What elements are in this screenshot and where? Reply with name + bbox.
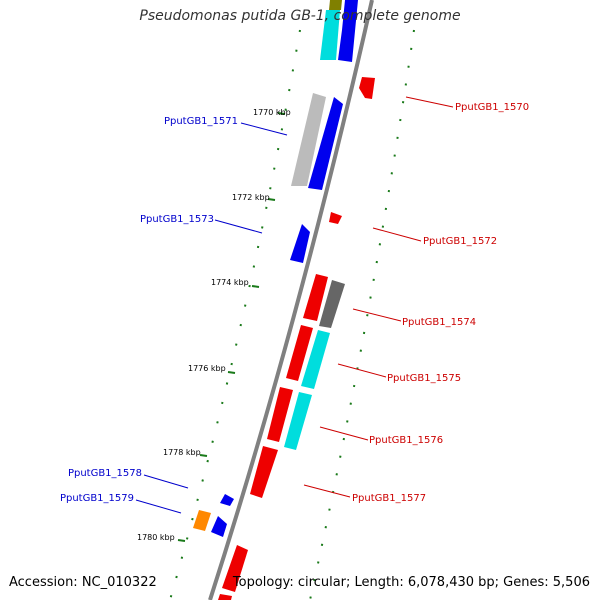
scale-tick-1770: [277, 112, 286, 115]
gene-label-pputgb1-1574[interactable]: PputGB1_1574: [402, 317, 476, 328]
feature-pputgb1-1574-red[interactable]: [303, 274, 328, 321]
feature-pputgb1-1571[interactable]: [308, 97, 343, 190]
feature-blue-1579b[interactable]: [211, 516, 227, 537]
feature-pputgb1-1576[interactable]: [284, 392, 312, 450]
scale-label-1778: 1778 kbp: [163, 448, 201, 457]
feature-pputgb1-1578[interactable]: [220, 494, 234, 506]
scale-tick-1772: [267, 198, 276, 201]
feature-pputgb1-1570[interactable]: [359, 77, 375, 99]
gene-label-pputgb1-1571[interactable]: PputGB1_1571: [164, 116, 238, 127]
feature-pputgb1-1573[interactable]: [290, 224, 310, 263]
feature-top-blue[interactable]: [338, 0, 358, 62]
scale-tick-1780: [177, 539, 186, 542]
feature-pputgb1-1572[interactable]: [329, 212, 342, 224]
feature-bottom-red[interactable]: [222, 545, 248, 592]
feature-pputgb1-1574[interactable]: [319, 280, 345, 328]
gene-label-pputgb1-1576[interactable]: PputGB1_1576: [369, 435, 443, 446]
gene-label-pputgb1-1575[interactable]: PputGB1_1575: [387, 373, 461, 384]
genome-backbone: [208, 0, 374, 600]
feature-pputgb1-1577[interactable]: [250, 446, 278, 498]
gene-label-pputgb1-1579[interactable]: PputGB1_1579: [60, 493, 134, 504]
leader-lines: [135, 96, 454, 514]
map-title: Pseudomonas putida GB-1, complete genome: [139, 8, 461, 24]
gene-label-pputgb1-1572[interactable]: PputGB1_1572: [423, 236, 497, 247]
scale-ticks: [177, 112, 286, 542]
scale-tick-1778: [199, 454, 208, 457]
gene-label-pputgb1-1570[interactable]: PputGB1_1570: [455, 102, 529, 113]
feature-red-1576a[interactable]: [267, 387, 293, 442]
scale-label-1772: 1772 kbp: [232, 193, 270, 202]
feature-bottom-red-2[interactable]: [218, 594, 232, 600]
gene-label-pputgb1-1578[interactable]: PputGB1_1578: [68, 468, 142, 479]
feature-top-olive[interactable]: [329, 0, 342, 10]
scale-label-1776: 1776 kbp: [188, 364, 226, 373]
accession-text: Accession: NC_010322: [9, 575, 157, 590]
scale-label-1780: 1780 kbp: [137, 533, 175, 542]
gene-label-pputgb1-1577[interactable]: PputGB1_1577: [352, 493, 426, 504]
scale-label-1774: 1774 kbp: [211, 278, 249, 287]
genome-summary-text: Topology: circular; Length: 6,078,430 bp…: [232, 575, 590, 590]
gene-label-pputgb1-1573[interactable]: PputGB1_1573: [140, 214, 214, 225]
feature-gray-large[interactable]: [291, 93, 326, 186]
feature-top-cyan[interactable]: [320, 10, 340, 60]
scale-tick-1774: [251, 285, 260, 288]
scale-label-1770: 1770 kbp: [253, 108, 291, 117]
scale-tick-1776: [227, 371, 236, 374]
feature-pputgb1-1579[interactable]: [193, 510, 211, 531]
feature-red-1575a[interactable]: [286, 325, 313, 381]
feature-pputgb1-1575[interactable]: [301, 330, 330, 389]
